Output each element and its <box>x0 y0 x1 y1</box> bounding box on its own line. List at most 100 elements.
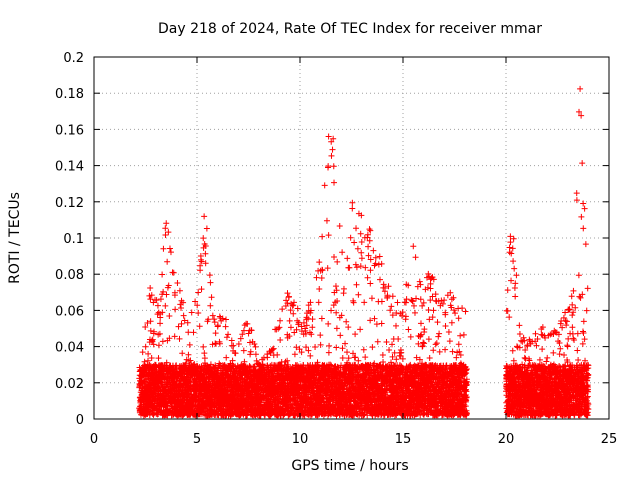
data-point <box>333 344 340 351</box>
data-point <box>157 320 164 327</box>
data-point <box>331 179 338 186</box>
data-point <box>148 292 155 299</box>
data-point <box>325 349 332 356</box>
data-point <box>185 329 192 336</box>
data-point <box>326 342 333 349</box>
data-point <box>155 355 162 362</box>
data-point <box>187 357 194 364</box>
data-point <box>214 322 221 329</box>
data-point <box>156 330 163 337</box>
data-point <box>318 275 325 282</box>
data-point <box>337 332 344 339</box>
data-point <box>358 249 365 256</box>
data-point <box>283 297 290 304</box>
data-point <box>148 354 155 361</box>
data-point <box>212 330 219 337</box>
data-point <box>188 309 195 316</box>
data-point <box>203 225 210 232</box>
data-point <box>163 291 170 298</box>
data-point <box>202 243 209 250</box>
data-point <box>307 352 314 359</box>
data-point <box>345 355 352 362</box>
data-point <box>274 351 281 358</box>
data-point <box>349 199 356 206</box>
data-point <box>208 294 215 301</box>
data-point <box>315 299 322 306</box>
data-point <box>368 295 375 302</box>
data-point <box>312 344 319 351</box>
data-point <box>147 327 154 334</box>
data-point <box>176 335 183 342</box>
data-point <box>211 319 218 326</box>
data-point <box>316 285 323 292</box>
data-point <box>201 350 208 357</box>
data-point <box>207 302 214 309</box>
data-point <box>364 274 371 281</box>
data-point <box>171 333 178 340</box>
data-point <box>185 351 192 358</box>
data-point <box>165 282 172 289</box>
data-point <box>339 355 346 362</box>
chart-title: Day 218 of 2024, Rate Of TEC Index for r… <box>158 21 542 37</box>
data-point <box>157 296 164 303</box>
data-point <box>345 324 352 331</box>
data-point <box>353 281 360 288</box>
data-point <box>194 302 201 309</box>
data-point <box>206 272 213 279</box>
data-point <box>160 245 167 252</box>
data-point <box>196 323 203 330</box>
data-point <box>202 250 209 257</box>
data-point <box>291 351 298 358</box>
data-point <box>171 292 178 299</box>
data-point <box>290 299 297 306</box>
data-point <box>246 339 253 346</box>
data-point <box>328 307 335 314</box>
data-point <box>223 354 230 361</box>
data-point <box>205 316 212 323</box>
data-point <box>330 302 337 309</box>
data-point <box>347 234 354 241</box>
data-point <box>159 309 166 316</box>
data-point <box>202 260 209 267</box>
data-point <box>324 265 331 272</box>
data-point <box>235 340 242 347</box>
data-point <box>178 320 185 327</box>
data-point <box>332 283 339 290</box>
data-point <box>340 285 347 292</box>
data-point <box>186 341 193 348</box>
data-point <box>362 354 369 361</box>
data-point <box>328 152 335 159</box>
data-point <box>343 318 350 325</box>
data-point <box>180 299 187 306</box>
data-point <box>216 340 223 347</box>
data-point <box>170 269 177 276</box>
data-point <box>192 298 199 305</box>
data-point <box>355 291 362 298</box>
data-point <box>222 323 229 330</box>
data-point <box>157 314 164 321</box>
data-point <box>223 334 230 341</box>
data-point <box>362 264 369 271</box>
data-point <box>353 225 360 232</box>
data-point <box>165 229 172 236</box>
data-point <box>264 354 271 361</box>
data-point <box>222 316 229 323</box>
data-point <box>162 231 169 238</box>
data-point <box>313 274 320 281</box>
data-point <box>290 310 297 317</box>
data-point <box>145 350 152 357</box>
data-point <box>294 305 301 312</box>
data-point <box>198 258 205 265</box>
data-point <box>357 263 364 270</box>
data-point <box>370 247 377 254</box>
data-point <box>279 306 286 313</box>
data-point <box>181 317 188 324</box>
data-point <box>209 312 216 319</box>
data-point <box>159 338 166 345</box>
data-point <box>319 233 326 240</box>
data-point <box>166 245 173 252</box>
data-point <box>207 279 214 286</box>
data-point <box>201 213 208 220</box>
data-point <box>252 343 259 350</box>
data-point <box>147 296 154 303</box>
